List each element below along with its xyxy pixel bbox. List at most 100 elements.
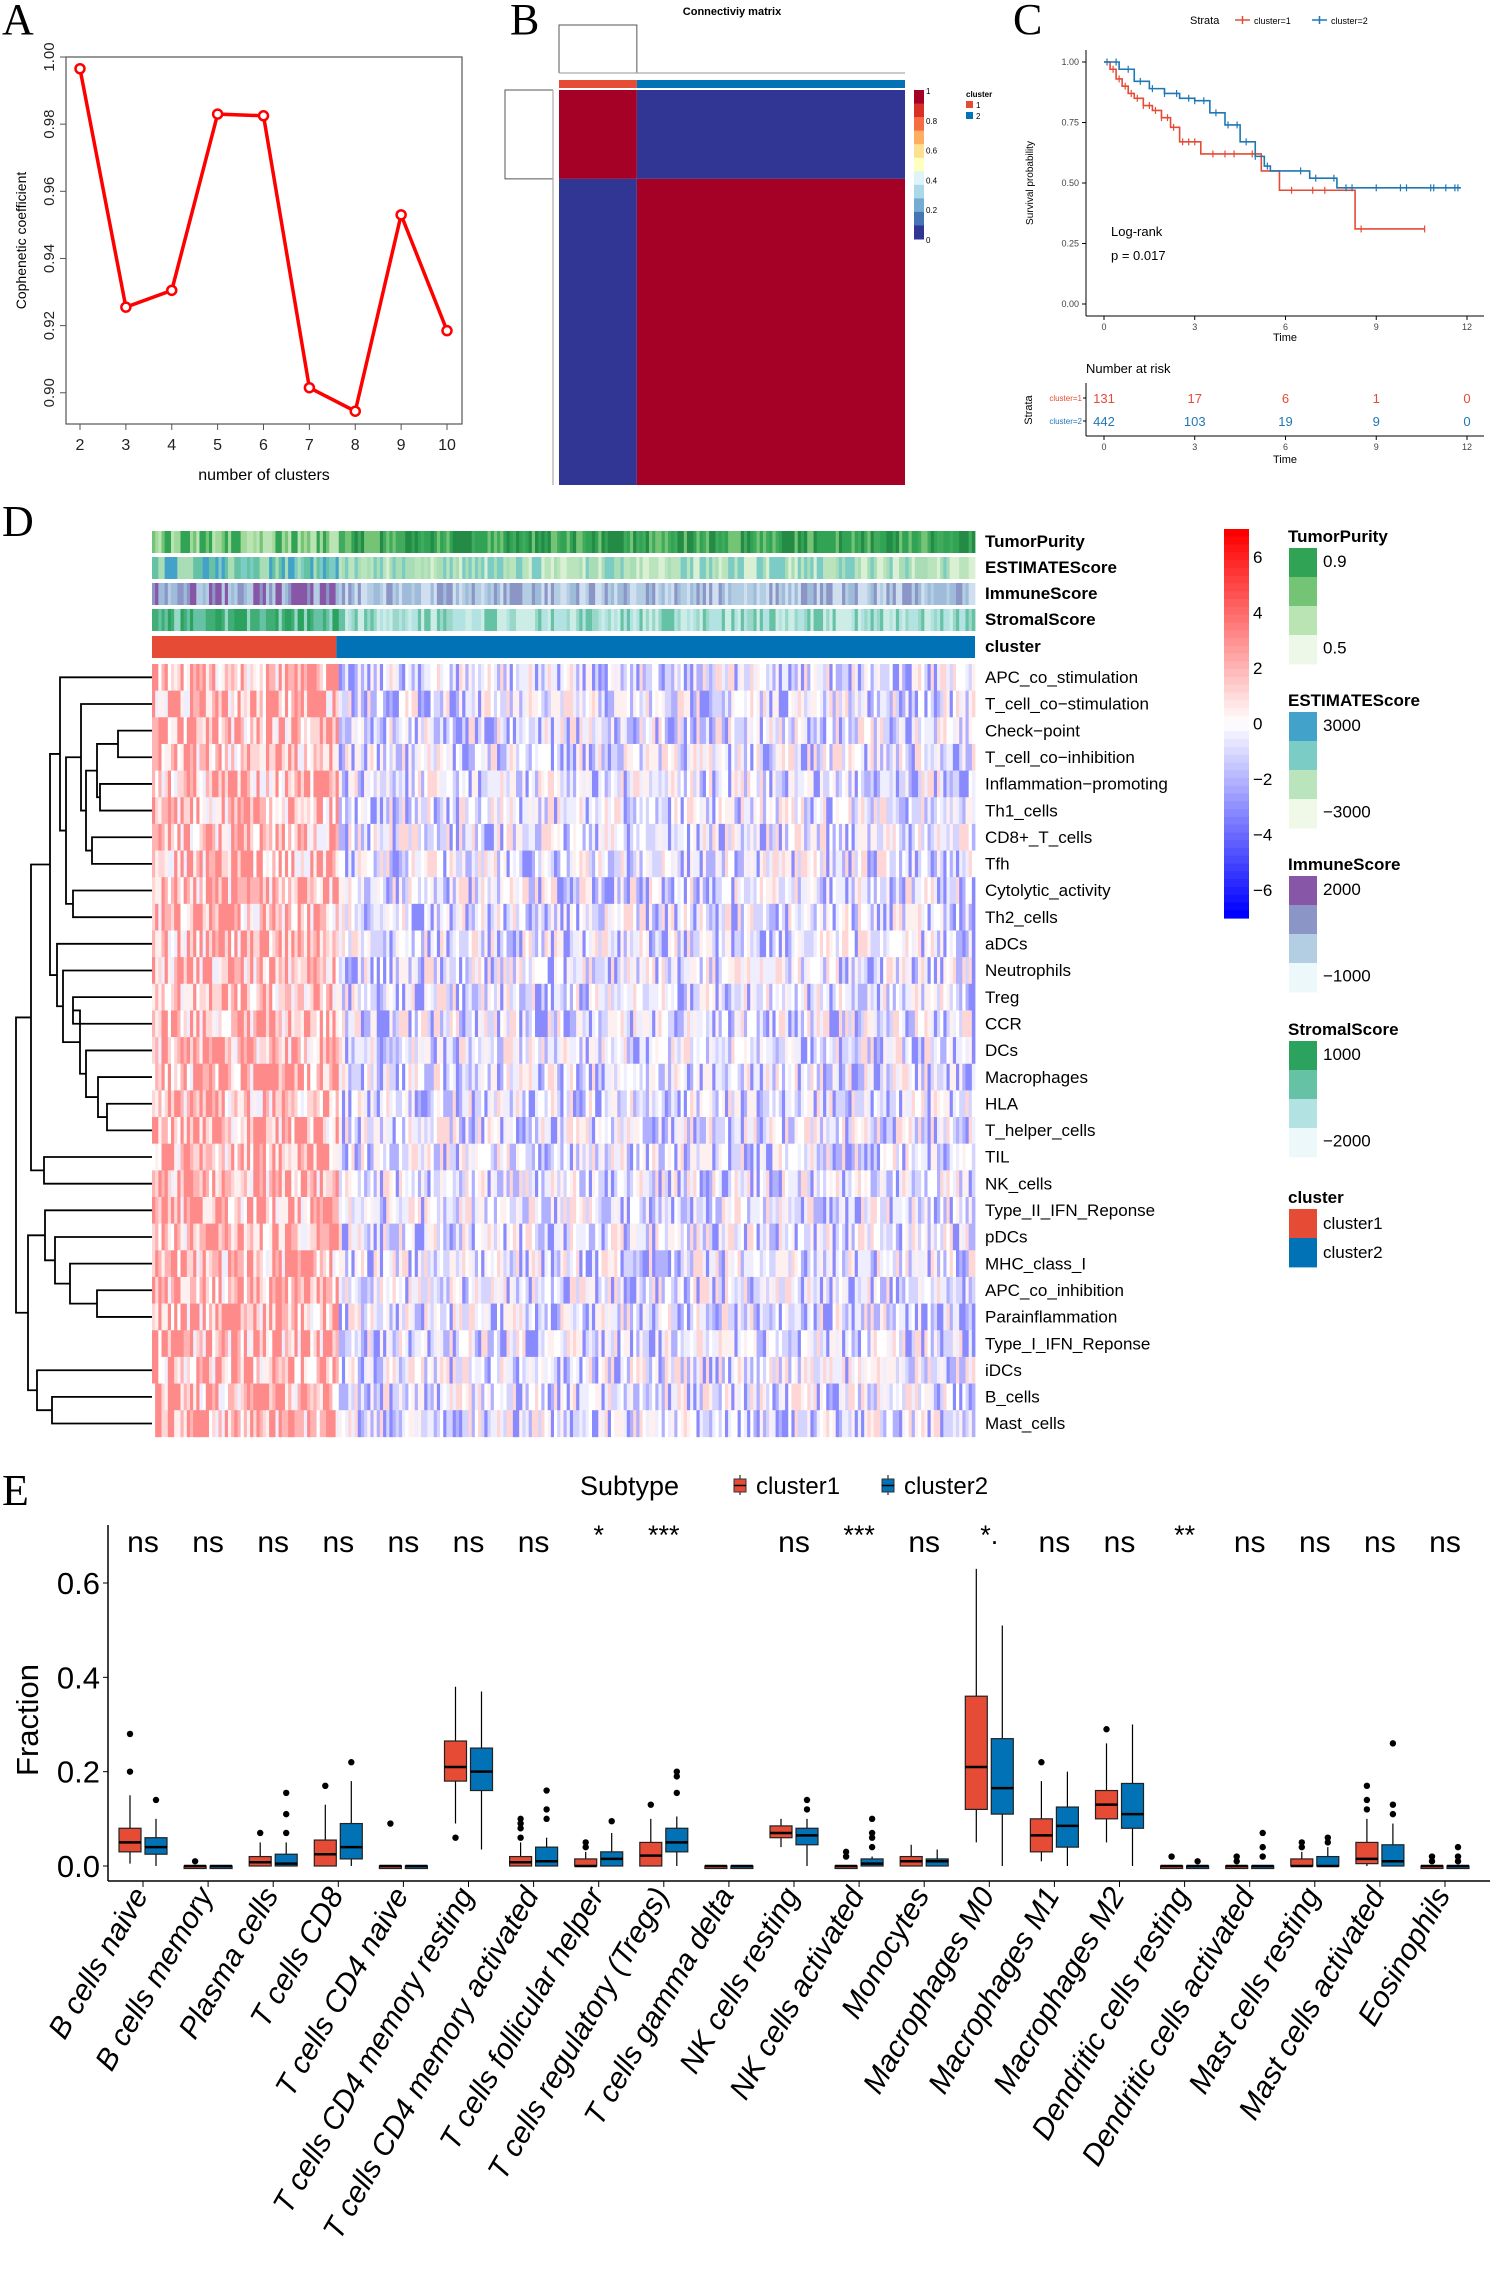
heatmap-cell: [373, 664, 378, 691]
annotation-cell: [848, 531, 852, 553]
heatmap-cell: [484, 957, 488, 985]
annotation-cell: [256, 557, 261, 579]
heatmap-cell: [278, 743, 283, 771]
heatmap-cell: [927, 903, 932, 931]
heatmap-cell: [965, 903, 970, 931]
heatmap-cell: [762, 930, 767, 958]
annotation-cell: [807, 531, 811, 553]
annotation-cell: [196, 557, 200, 579]
heatmap-cell: [756, 823, 761, 851]
annotation-cell: [357, 609, 362, 631]
heatmap-cell: [699, 877, 704, 905]
heatmap-cell: [937, 903, 941, 931]
heatmap-cell: [231, 664, 235, 691]
heatmap-cell: [962, 664, 966, 691]
heatmap-cell: [158, 1037, 162, 1065]
heatmap-cell: [379, 850, 384, 878]
heatmap-cell: [652, 664, 656, 691]
annotation-cell: [823, 557, 827, 579]
annotation-cell: [360, 531, 365, 553]
heatmap-cell: [962, 770, 966, 798]
annotation-label: TumorPurity: [985, 532, 1085, 551]
heatmap-cell: [300, 957, 305, 985]
heatmap-cell: [886, 797, 890, 825]
heatmap-cell: [519, 664, 523, 691]
risk-value: 6: [1282, 391, 1289, 406]
heatmap-cell: [481, 770, 485, 798]
annotation-cell: [417, 583, 422, 605]
heatmap-cell: [243, 930, 248, 958]
heatmap-cell: [560, 983, 564, 1011]
heatmap-cell: [452, 930, 457, 958]
annotation-cell: [718, 609, 723, 631]
heatmap-cell: [563, 823, 568, 851]
annotation-cell: [728, 583, 732, 605]
heatmap-cell: [212, 664, 216, 691]
heatmap-cell: [364, 1010, 368, 1038]
heatmap-cell: [288, 797, 292, 825]
annotation-cell: [899, 583, 903, 605]
heatmap-cell: [620, 850, 625, 878]
heatmap-cell: [883, 903, 887, 931]
heatmap-cell: [810, 797, 814, 825]
heatmap-cell: [785, 957, 789, 985]
heatmap-cell: [354, 850, 359, 878]
heatmap-cell: [234, 717, 238, 745]
heatmap-cell: [253, 930, 257, 958]
heatmap-cell: [785, 797, 789, 825]
heatmap-cell: [357, 770, 362, 798]
heatmap-cell: [338, 877, 343, 905]
heatmap-cell: [595, 797, 599, 825]
heatmap-cell: [186, 690, 191, 718]
heatmap-cell: [781, 770, 786, 798]
heatmap-cell: [189, 983, 194, 1011]
heatmap-cell: [281, 957, 286, 985]
heatmap-cell: [360, 957, 365, 985]
heatmap-cell: [221, 850, 226, 878]
heatmap-cell: [861, 1010, 865, 1038]
heatmap-cell: [781, 850, 786, 878]
annotation-cell: [908, 583, 913, 605]
heatmap-cell: [886, 983, 890, 1011]
heatmap-cell: [965, 983, 970, 1011]
annotation-cell: [664, 531, 669, 553]
heatmap-cell: [291, 983, 295, 1011]
heatmap-cell: [861, 690, 865, 718]
heatmap-cell: [595, 930, 599, 958]
heatmap-cell: [604, 850, 609, 878]
heatmap-cell: [440, 983, 444, 1011]
heatmap-cell: [728, 877, 732, 905]
heatmap-cell: [193, 930, 197, 958]
heatmap-cell: [174, 1010, 178, 1038]
heatmap-cell: [566, 743, 571, 771]
heatmap-cell: [813, 983, 818, 1011]
heatmap-cell: [243, 983, 248, 1011]
heatmap-cell: [683, 983, 688, 1011]
heatmap-cell: [193, 903, 197, 931]
heatmap-cell: [212, 770, 216, 798]
heatmap-cell: [167, 823, 172, 851]
heatmap-cell: [218, 770, 223, 798]
annotation-cell: [914, 609, 919, 631]
heatmap-cell: [550, 903, 555, 931]
heatmap-cell: [379, 930, 384, 958]
heatmap-cell: [265, 797, 270, 825]
heatmap-cell: [186, 717, 191, 745]
heatmap-cell: [930, 717, 935, 745]
heatmap-cell: [842, 690, 846, 718]
heatmap-cell: [246, 903, 251, 931]
heatmap-cell: [766, 1010, 770, 1038]
heatmap-cell: [364, 957, 368, 985]
heatmap-cell: [715, 690, 720, 718]
heatmap-cell: [490, 1010, 495, 1038]
row-label: Cytolytic_activity: [985, 881, 1111, 900]
heatmap-cell: [240, 957, 245, 985]
heatmap-cell: [943, 797, 947, 825]
heatmap-cell: [623, 957, 628, 985]
heatmap-cell: [601, 877, 606, 905]
heatmap-cell: [762, 957, 767, 985]
heatmap-cell: [490, 823, 495, 851]
heatmap-cell: [705, 983, 710, 1011]
heatmap-cell: [547, 823, 552, 851]
heatmap-cell: [398, 823, 403, 851]
